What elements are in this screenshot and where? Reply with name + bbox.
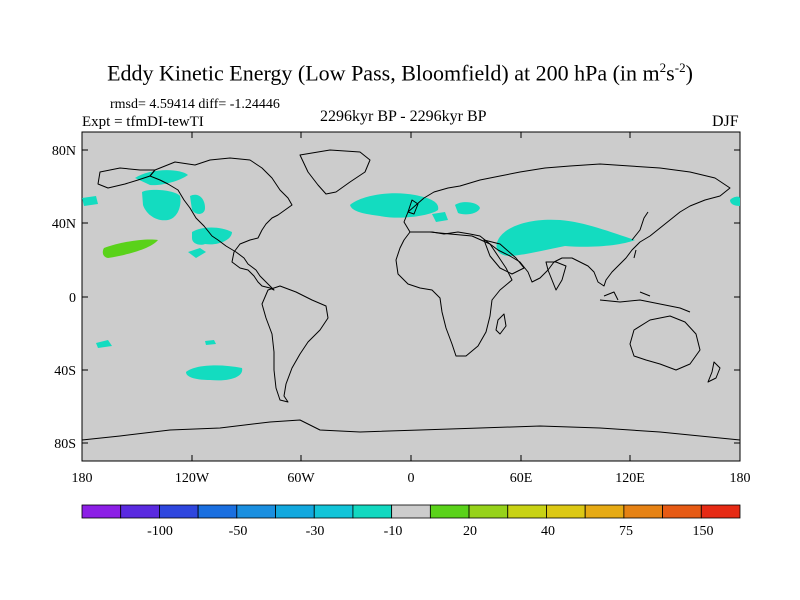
colorbar-swatch: [584, 504, 625, 519]
coast-india: [545, 261, 567, 291]
axis-ticks: [81, 132, 741, 461]
colorbar-swatch: [429, 504, 470, 519]
coast-new-zealand: [707, 361, 721, 383]
patch-neg: [205, 340, 216, 345]
coast-madagascar: [495, 313, 507, 335]
coast-antarctica: [81, 419, 741, 441]
coast-greenland: [299, 149, 371, 195]
patch-neg: [496, 219, 635, 256]
lon-tick-label: 0: [408, 471, 415, 486]
map-plot-area: [81, 131, 741, 462]
colorbar-label: 150: [693, 524, 714, 539]
lat-tick-label: 40N: [52, 217, 76, 232]
colorbar-label: -50: [229, 524, 248, 539]
colorbar-swatch: [275, 504, 315, 519]
patch-neg: [730, 196, 740, 206]
patch-neg: [188, 248, 206, 258]
colorbar-swatch: [236, 504, 276, 519]
colorbar-swatch: [700, 504, 741, 519]
colorbar-swatch: [313, 504, 354, 519]
colorbar-swatch: [546, 504, 586, 519]
coast-indonesia: [599, 291, 691, 313]
colorbar: [81, 504, 741, 519]
coast-north-america: [149, 157, 293, 291]
colorbar-label: 20: [463, 524, 477, 539]
coast-australia: [629, 315, 701, 371]
colorbar-swatch: [468, 504, 509, 519]
colorbar-swatch: [197, 504, 238, 519]
colorbar-swatch: [81, 504, 122, 519]
lon-tick-label: 60W: [287, 471, 315, 486]
coast-uk: [407, 199, 419, 215]
lat-tick-label: 40S: [54, 364, 76, 379]
patch-neg: [186, 365, 243, 381]
lon-tick-label: 180: [72, 471, 93, 486]
colorbar-swatch: [623, 504, 663, 519]
patch-neg: [455, 202, 480, 215]
colorbar-label: -30: [306, 524, 325, 539]
lat-tick-label: 80S: [54, 437, 76, 452]
coast-alaska: [97, 167, 156, 189]
lat-tick-label: 80N: [52, 144, 76, 159]
patch-neg: [432, 212, 448, 222]
colorbar-swatch: [507, 504, 547, 519]
coast-south-america: [261, 285, 329, 403]
patch-neg: [190, 194, 205, 214]
colorbar-swatch: [662, 504, 702, 519]
coast-arabia: [483, 239, 525, 275]
lon-tick-label: 180: [730, 471, 751, 486]
lon-tick-label: 60E: [510, 471, 533, 486]
coast-europe-asia: [403, 163, 731, 287]
patch-neg: [142, 189, 181, 221]
lon-tick-label: 120W: [175, 471, 210, 486]
lon-tick-label: 120E: [615, 471, 645, 486]
coast-africa: [395, 231, 513, 357]
colorbar-swatch: [391, 504, 431, 519]
colorbar-label: 40: [541, 524, 555, 539]
patch-neg: [96, 340, 112, 348]
lon-labels: 180 120W 60W 0 60E 120E 180: [72, 471, 751, 486]
stats-label: rmsd= 4.59414 diff= -1.24446: [110, 97, 280, 112]
patch-pos: [102, 239, 158, 258]
map-title: Eddy Kinetic Energy (Low Pass, Bloomfiel…: [107, 60, 693, 86]
colorbar-label: -100: [147, 524, 173, 539]
colorbar-label: -10: [384, 524, 403, 539]
colorbar-swatch: [352, 504, 393, 519]
patch-neg: [82, 196, 98, 206]
colorbar-labels: -100 -50 -30 -10 20 40 75 150: [147, 524, 713, 539]
patch-neg: [135, 170, 188, 186]
patch-neg: [350, 193, 439, 218]
experiment-label: Expt = tfmDI-tewTI: [82, 114, 204, 130]
colorbar-swatch: [159, 504, 199, 519]
lat-tick-label: 0: [69, 291, 76, 306]
coastlines: [81, 149, 741, 441]
colorbar-label: 75: [619, 524, 633, 539]
lat-labels: 80N 40N 0 40S 80S: [52, 144, 76, 452]
coast-japan: [631, 211, 649, 259]
season-label: DJF: [712, 113, 739, 130]
period-label: 2296kyr BP - 2296kyr BP: [320, 108, 487, 125]
colorbar-swatch: [120, 504, 160, 519]
